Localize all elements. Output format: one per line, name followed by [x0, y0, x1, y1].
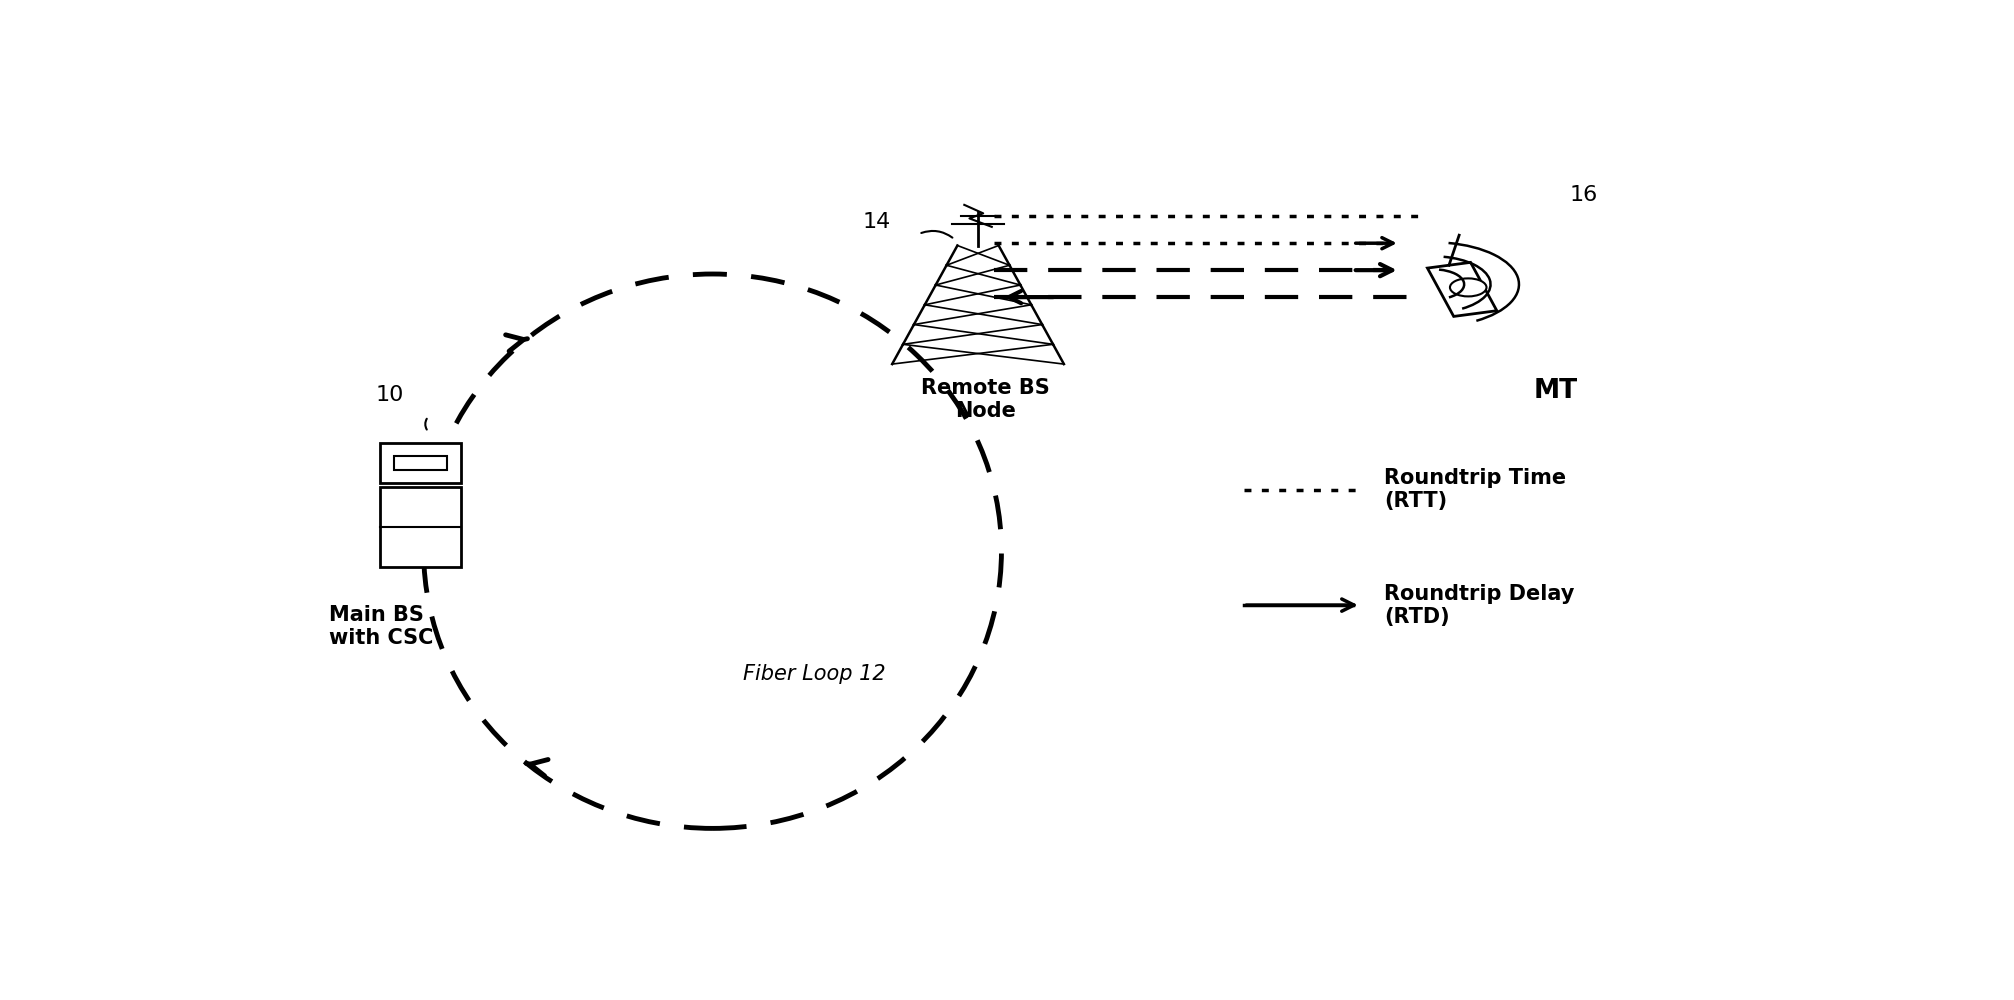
- Text: Roundtrip Delay
(RTD): Roundtrip Delay (RTD): [1384, 584, 1573, 627]
- Text: MT: MT: [1533, 378, 1577, 404]
- Polygon shape: [1426, 262, 1496, 316]
- Text: 14: 14: [862, 212, 890, 232]
- Bar: [395, 456, 447, 470]
- Bar: [381, 487, 461, 567]
- Text: 10: 10: [375, 385, 403, 405]
- Text: Remote BS
Node: Remote BS Node: [920, 378, 1049, 421]
- Text: Main BS
with CSC: Main BS with CSC: [328, 605, 433, 648]
- Circle shape: [1450, 278, 1486, 296]
- Text: 16: 16: [1569, 185, 1597, 205]
- Text: Fiber Loop 12: Fiber Loop 12: [743, 664, 884, 684]
- Bar: [381, 443, 461, 483]
- Text: Roundtrip Time
(RTT): Roundtrip Time (RTT): [1384, 468, 1565, 511]
